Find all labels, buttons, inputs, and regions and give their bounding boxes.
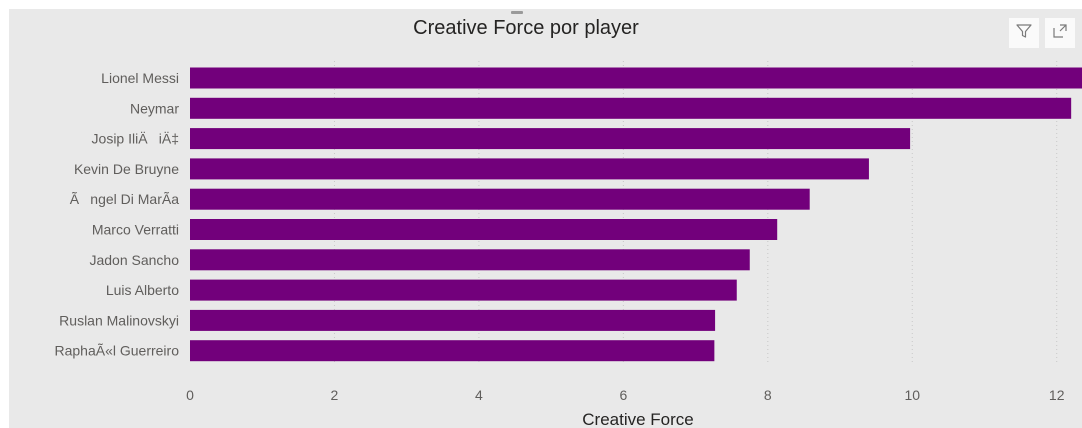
bars bbox=[190, 67, 1082, 362]
bar[interactable] bbox=[190, 219, 778, 240]
category-label: Neymar bbox=[130, 100, 179, 116]
x-tick-label: 0 bbox=[186, 387, 194, 403]
x-tick-label: 8 bbox=[764, 387, 772, 403]
focus-mode-button[interactable] bbox=[1045, 18, 1075, 48]
focus-mode-icon bbox=[1051, 22, 1069, 45]
category-label: Ruslan Malinovskyi bbox=[59, 312, 179, 328]
bar[interactable] bbox=[190, 309, 716, 331]
bar[interactable] bbox=[190, 67, 1082, 89]
category-label: Jadon Sancho bbox=[89, 252, 179, 268]
bar[interactable] bbox=[190, 97, 1072, 119]
x-tick-label: 12 bbox=[1049, 387, 1065, 403]
category-label: Luis Alberto bbox=[106, 282, 179, 298]
x-tick-label: 2 bbox=[331, 387, 339, 403]
category-label: Ãngel Di MarÃa bbox=[70, 191, 179, 207]
bar[interactable] bbox=[190, 340, 715, 362]
x-tick-label: 4 bbox=[475, 387, 483, 403]
filter-icon bbox=[1015, 22, 1033, 45]
category-label: RaphaÃ«l Guerreiro bbox=[54, 343, 179, 359]
drag-handle[interactable] bbox=[511, 11, 523, 14]
chart-title: Creative Force por player bbox=[413, 17, 639, 39]
bar[interactable] bbox=[190, 279, 737, 301]
x-tick-labels: 0 2 4 6 8 10 12 bbox=[186, 387, 1065, 403]
category-label: Josip IliÄiÄ‡ bbox=[92, 131, 179, 147]
category-labels: Lionel Messi Neymar Josip IliÄiÄ‡ Kevin De… bbox=[54, 70, 179, 359]
chart-visual: Creative Force por player Lionel Messi Ne… bbox=[9, 9, 1082, 428]
category-label: Marco Verratti bbox=[92, 222, 179, 238]
x-tick-label: 6 bbox=[619, 387, 627, 403]
filter-button[interactable] bbox=[1009, 18, 1039, 48]
bar-chart: Lionel Messi Neymar Josip IliÄiÄ‡ Kevin De… bbox=[54, 61, 1082, 428]
category-label: Kevin De Bruyne bbox=[74, 161, 179, 177]
bar[interactable] bbox=[190, 188, 810, 210]
category-label: Lionel Messi bbox=[101, 70, 179, 86]
x-axis-title: Creative Force bbox=[582, 410, 693, 428]
bar[interactable] bbox=[190, 128, 911, 150]
bar[interactable] bbox=[190, 158, 869, 180]
bar[interactable] bbox=[190, 249, 750, 271]
grid-lines bbox=[333, 61, 1058, 365]
x-tick-label: 10 bbox=[904, 387, 920, 403]
